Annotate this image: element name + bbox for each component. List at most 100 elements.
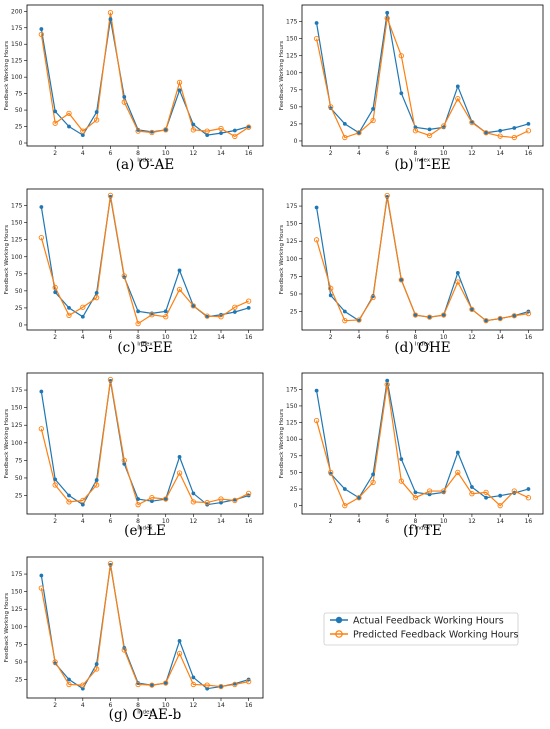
y-tick-label: 150 bbox=[11, 405, 23, 412]
point-actual bbox=[357, 495, 361, 500]
point-predicted bbox=[163, 496, 169, 502]
point-predicted bbox=[370, 117, 376, 124]
y-tick-label: 100 bbox=[286, 70, 298, 77]
point-actual bbox=[80, 686, 85, 691]
point-predicted bbox=[469, 491, 475, 497]
point-actual bbox=[455, 270, 460, 275]
x-tick-label: 6 bbox=[109, 150, 113, 157]
x-tick-label: 6 bbox=[109, 334, 113, 341]
x-tick-label: 2 bbox=[53, 518, 57, 525]
point-predicted bbox=[149, 129, 155, 136]
point-predicted bbox=[342, 318, 348, 324]
x-tick-label: 12 bbox=[190, 518, 198, 525]
point-predicted bbox=[356, 130, 362, 136]
point-predicted bbox=[218, 125, 224, 132]
axes-frame bbox=[26, 188, 264, 331]
point-predicted bbox=[107, 192, 114, 199]
x-tick-label: 14 bbox=[496, 518, 504, 525]
point-predicted bbox=[370, 294, 376, 301]
point-actual bbox=[80, 133, 85, 137]
point-actual bbox=[498, 128, 503, 133]
point-predicted bbox=[426, 132, 433, 139]
point-actual bbox=[399, 277, 404, 282]
y-tick-label: 50 bbox=[290, 291, 298, 298]
series-predicted-line bbox=[316, 195, 529, 322]
point-predicted bbox=[455, 279, 461, 285]
x-tick-label: 4 bbox=[81, 150, 85, 157]
point-predicted bbox=[190, 127, 197, 133]
point-actual bbox=[512, 126, 517, 130]
point-predicted bbox=[370, 479, 376, 486]
series-predicted-line bbox=[40, 195, 249, 325]
y-tick-label: 150 bbox=[11, 41, 23, 48]
panel-3: 0 25 50 75 100 125 150 175 2 4 6 8 10 12 14 16 Index Feed… bbox=[4, 188, 264, 356]
point-predicted bbox=[412, 312, 419, 318]
point-predicted bbox=[525, 128, 532, 134]
panel-caption: (c) 5-EE bbox=[117, 340, 172, 356]
point-actual bbox=[498, 316, 503, 321]
point-predicted bbox=[149, 682, 155, 688]
panel-5: 25 50 75 100 125 150 175 2 4 6 8 10 12 14 16 Index Feedb… bbox=[4, 372, 264, 539]
panel-caption: (a) O-AE bbox=[116, 157, 175, 173]
series-actual-line bbox=[40, 19, 249, 136]
y-axis-label: Feedback Working Hours bbox=[279, 409, 285, 478]
point-actual bbox=[246, 306, 251, 310]
x-tick-label: 4 bbox=[81, 334, 85, 341]
series-actual-line bbox=[40, 564, 249, 690]
axes-frame bbox=[301, 4, 544, 147]
y-tick-label: 125 bbox=[11, 58, 23, 65]
y-tick-label: 175 bbox=[11, 25, 23, 32]
point-predicted bbox=[218, 496, 224, 502]
point-actual bbox=[136, 497, 140, 501]
x-tick-label: 10 bbox=[162, 702, 170, 709]
y-tick-label: 100 bbox=[11, 440, 23, 447]
point-predicted bbox=[204, 499, 210, 506]
point-predicted bbox=[176, 650, 183, 657]
x-tick-label: 4 bbox=[81, 518, 85, 525]
y-tick-label: 175 bbox=[11, 387, 23, 394]
y-tick-label: 125 bbox=[11, 422, 23, 429]
point-actual bbox=[399, 91, 404, 96]
axes-frame bbox=[26, 4, 264, 147]
x-tick-label: 16 bbox=[525, 518, 533, 525]
point-actual bbox=[232, 128, 237, 133]
y-tick-label: 125 bbox=[11, 237, 23, 244]
point-actual bbox=[498, 493, 503, 498]
x-tick-label: 6 bbox=[385, 518, 389, 525]
point-predicted bbox=[107, 9, 114, 16]
point-actual bbox=[512, 313, 517, 318]
x-tick-label: 10 bbox=[162, 334, 170, 341]
y-tick-label: 25 bbox=[15, 305, 23, 312]
y-tick-label: 175 bbox=[11, 203, 23, 210]
y-axis-label: Feedback Working Hours bbox=[4, 41, 10, 110]
point-actual bbox=[314, 388, 319, 393]
x-tick-label: 2 bbox=[53, 334, 57, 341]
legend-actual-marker bbox=[335, 616, 343, 624]
x-tick-label: 2 bbox=[53, 150, 57, 157]
x-tick-label: 8 bbox=[136, 518, 140, 525]
point-predicted bbox=[398, 478, 404, 484]
x-tick-label: 16 bbox=[245, 702, 253, 709]
y-tick-label: 125 bbox=[286, 238, 298, 245]
point-predicted bbox=[80, 128, 86, 134]
legend: Actual Feedback Working Hours Predicted … bbox=[323, 612, 519, 646]
x-tick-label: 6 bbox=[109, 702, 113, 709]
y-axis-label: Feedback Working Hours bbox=[279, 41, 285, 110]
x-tick-label: 8 bbox=[414, 334, 418, 341]
x-tick-label: 12 bbox=[190, 702, 198, 709]
point-predicted bbox=[313, 36, 320, 42]
point-predicted bbox=[135, 128, 141, 134]
point-predicted bbox=[93, 295, 100, 301]
point-actual bbox=[413, 313, 418, 317]
series-actual-line bbox=[315, 12, 529, 134]
point-actual bbox=[177, 88, 182, 93]
point-predicted bbox=[426, 314, 433, 320]
y-tick-label: 75 bbox=[290, 87, 298, 94]
point-actual bbox=[39, 573, 44, 578]
panel-4: 25 50 75 100 125 150 175 2 4 6 8 10 12 14 16 Index Feedb… bbox=[279, 188, 544, 356]
point-predicted bbox=[66, 110, 72, 117]
x-tick-label: 14 bbox=[217, 702, 225, 709]
point-predicted bbox=[190, 303, 197, 309]
y-tick-label: 0 bbox=[294, 138, 298, 145]
point-predicted bbox=[245, 490, 252, 497]
